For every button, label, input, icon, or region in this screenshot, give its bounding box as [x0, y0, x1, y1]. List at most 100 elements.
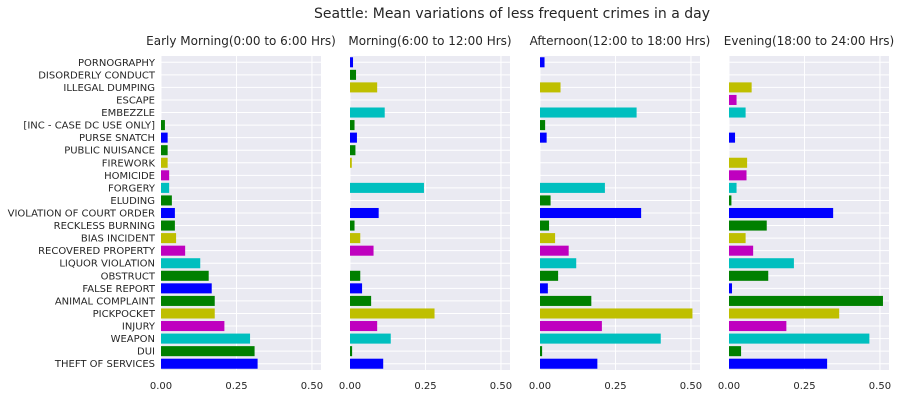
bar-3-obstruct — [540, 270, 559, 281]
bar-4-bias-incident — [729, 233, 746, 244]
bar-3-weapon — [540, 333, 661, 344]
bar-4-injury — [729, 321, 787, 332]
bar-4-false-report — [729, 283, 733, 294]
bar-1-false-report — [161, 283, 212, 294]
bar-3-theft-of-services — [540, 358, 598, 369]
bar-2-animal-complaint — [350, 295, 372, 306]
y-tick-label: ANIMAL COMPLAINT — [55, 296, 156, 307]
bar-3-reckless-burning — [540, 220, 550, 231]
bar-2-forgery — [350, 182, 424, 193]
bar-1-violation-of-court-order — [161, 207, 175, 219]
bar-4-weapon — [729, 333, 870, 344]
bar-3-embezzle — [540, 107, 637, 118]
y-tick-label: PURSE SNATCH — [79, 133, 155, 144]
bar-2-false-report — [350, 283, 363, 294]
bar-2-dui — [350, 346, 353, 357]
bar-3-illegal-dumping — [540, 82, 561, 93]
x-tick-label: 0.50 — [301, 381, 323, 392]
bar-4-embezzle — [729, 107, 746, 118]
bar-2-pornography — [350, 57, 354, 68]
bar-2-violation-of-court-order — [350, 207, 379, 219]
bar-3-bias-incident — [540, 233, 556, 244]
panel-title: Early Morning(0:00 to 6:00 Hrs) — [146, 34, 336, 48]
y-tick-label: ELUDING — [110, 196, 155, 207]
bar-2-illegal-dumping — [350, 82, 378, 93]
x-tick-label: 0.50 — [869, 381, 891, 392]
bar-3-pornography — [540, 57, 545, 68]
x-tick-label: 0.00 — [150, 381, 172, 392]
bar-1-dui — [161, 346, 255, 357]
bar-1-pickpocket — [161, 308, 215, 319]
bar-4-firework — [729, 157, 748, 168]
y-tick-label: HOMICIDE — [104, 171, 155, 182]
bar-3-purse-snatch — [540, 132, 547, 143]
bar-2-weapon — [350, 333, 391, 344]
bar-1-homicide — [161, 170, 170, 181]
x-tick-label: 0.25 — [225, 381, 247, 392]
bar-2-theft-of-services — [350, 358, 384, 369]
bar-4-dui — [729, 346, 742, 357]
bar-3-liquor-violation — [540, 258, 577, 269]
y-tick-label: EMBEZZLE — [101, 108, 155, 119]
bar-1-injury — [161, 321, 225, 332]
y-tick-label: PICKPOCKET — [93, 309, 156, 320]
bar-2-embezzle — [350, 107, 385, 118]
bar-3-inc-case-dc-use-only — [540, 120, 546, 131]
bar-4-pickpocket — [729, 308, 840, 319]
x-tick-label: 0.50 — [490, 381, 512, 392]
bar-2-purse-snatch — [350, 132, 357, 143]
bar-1-firework — [161, 157, 168, 168]
panel-4: Evening(18:00 to 24:00 Hrs) 0.00 0.25 0.50 — [718, 34, 894, 392]
x-tick-label: 0.00 — [339, 381, 361, 392]
bar-3-false-report — [540, 283, 548, 294]
bar-1-animal-complaint — [161, 295, 215, 306]
bar-3-dui — [540, 346, 543, 357]
y-tick-label: LIQUOR VIOLATION — [59, 259, 155, 270]
y-tick-label: RECKLESS BURNING — [54, 221, 155, 232]
panel-title: Evening(18:00 to 24:00 Hrs) — [724, 34, 894, 48]
bar-4-forgery — [729, 182, 737, 193]
bar-4-illegal-dumping — [729, 82, 752, 93]
bar-4-obstruct — [729, 270, 769, 281]
bar-4-violation-of-court-order — [729, 207, 834, 219]
bar-3-recovered-property — [540, 245, 569, 256]
bar-1-public-nuisance — [161, 145, 168, 156]
x-tick-label: 0.25 — [414, 381, 436, 392]
bar-1-forgery — [161, 182, 170, 193]
panel-1: Early Morning(0:00 to 6:00 Hrs) 0.00 0.25 0… — [146, 34, 336, 392]
bar-4-homicide — [729, 170, 747, 181]
bar-2-obstruct — [350, 270, 361, 281]
bar-4-animal-complaint — [729, 295, 883, 306]
bar-1-bias-incident — [161, 233, 177, 244]
bar-1-purse-snatch — [161, 132, 168, 143]
y-tick-label: DUI — [137, 347, 155, 358]
bar-1-eluding — [161, 195, 172, 206]
bar-2-inc-case-dc-use-only — [350, 120, 355, 131]
y-tick-label: FALSE REPORT — [82, 284, 155, 295]
y-tick-label: ESCAPE — [116, 95, 155, 106]
figure-title: Seattle: Mean variations of less frequen… — [314, 6, 710, 22]
bar-4-purse-snatch — [729, 132, 736, 143]
y-tick-label: FIREWORK — [102, 158, 156, 169]
bar-1-recovered-property — [161, 245, 186, 256]
bar-2-pickpocket — [350, 308, 435, 319]
x-tick-label: 0.25 — [793, 381, 815, 392]
y-tick-label: PORNOGRAPHY — [78, 58, 156, 69]
x-tick-label: 0.25 — [604, 381, 626, 392]
bar-1-theft-of-services — [161, 358, 258, 369]
bar-3-eluding — [540, 195, 551, 206]
bar-1-liquor-violation — [161, 258, 201, 269]
y-tick-label: OBSTRUCT — [101, 271, 156, 282]
y-tick-label: INJURY — [122, 322, 156, 333]
bar-3-forgery — [540, 182, 605, 193]
bar-3-violation-of-court-order — [540, 207, 642, 219]
bar-4-eluding — [729, 195, 732, 206]
bar-2-reckless-burning — [350, 220, 355, 231]
y-tick-label: BIAS INCIDENT — [81, 234, 156, 245]
y-tick-label: PUBLIC NUISANCE — [64, 146, 155, 157]
bar-2-bias-incident — [350, 233, 361, 244]
bar-4-escape — [729, 94, 737, 105]
x-tick-label: 0.50 — [680, 381, 702, 392]
